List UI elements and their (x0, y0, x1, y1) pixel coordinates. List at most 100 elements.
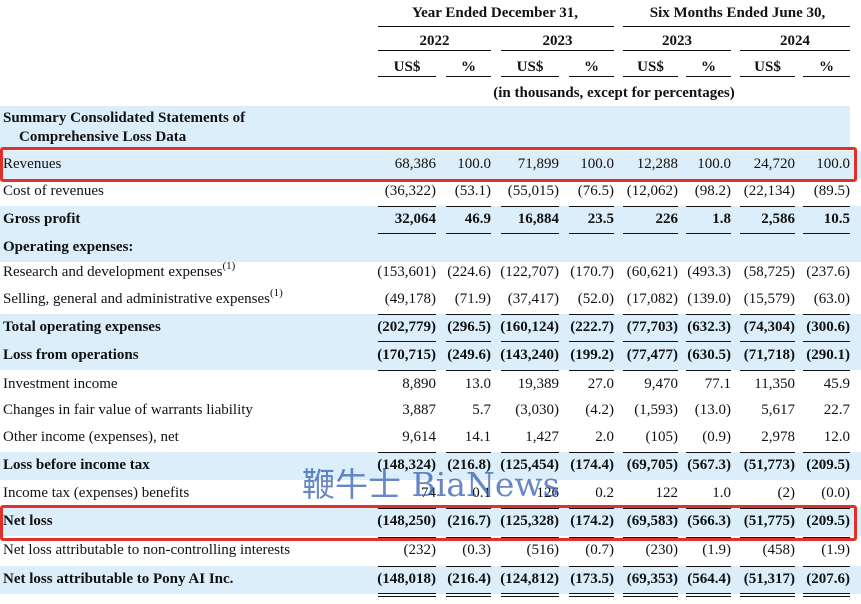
value-cell: (1.9) (702, 542, 731, 558)
value-cell: (55,015) (507, 183, 559, 199)
sum-underline (803, 233, 850, 234)
value-cell: (174.4) (570, 457, 614, 473)
sum-underline (378, 370, 436, 371)
value-cell: (199.2) (570, 347, 614, 363)
value-cell: 122 (655, 485, 679, 501)
double-underline (803, 593, 850, 597)
sum-underline (740, 233, 795, 234)
row-label-text: Selling, general and administrative expe… (3, 291, 271, 307)
value-cell: (202,779) (377, 319, 436, 335)
sum-underline (501, 314, 559, 315)
sum-underline (378, 341, 436, 342)
sum-underline (378, 314, 436, 315)
row-warrants-fair-value: Changes in fair value of warrants liabil… (0, 397, 861, 425)
sum-underline (740, 452, 795, 453)
sum-underline (740, 314, 795, 315)
value-cell: (173.5) (570, 571, 614, 587)
value-cell: (122,707) (500, 264, 559, 280)
sum-underline (623, 452, 678, 453)
value-cell: (71.9) (454, 291, 491, 307)
row-label: Income tax (expenses) benefits (3, 485, 189, 502)
highlight-box-revenues (0, 147, 857, 182)
value-cell: (564.4) (687, 571, 731, 587)
value-cell: (77,477) (626, 347, 678, 363)
value-cell: (51,317) (743, 571, 795, 587)
sum-underline (501, 206, 559, 207)
value-cell: 5.7 (472, 402, 491, 418)
value-cell: (153,601) (377, 264, 436, 280)
value-cell: (4.2) (585, 402, 614, 418)
unit-header: % (569, 59, 614, 77)
value-cell: 71,899 (517, 156, 559, 172)
unit-header: % (686, 59, 731, 77)
value-cell: (71,718) (743, 347, 795, 363)
sum-underline (501, 508, 559, 509)
row-label-text: Revenues (3, 156, 62, 172)
sum-underline (686, 314, 731, 315)
row-label: Cost of revenues (3, 183, 104, 200)
row-net-loss: Net loss (148,250) (216.7) (125,328) (174.2)… (0, 508, 861, 536)
sum-underline (623, 537, 678, 538)
value-cell: (209.5) (806, 457, 850, 473)
value-cell: 11,350 (754, 376, 795, 392)
row-label-text: Other income (expenses), net (3, 429, 179, 445)
sum-underline (686, 370, 731, 371)
sum-underline (623, 341, 678, 342)
value-cell: 2,978 (761, 429, 795, 445)
value-cell: 5,617 (761, 402, 795, 418)
highlight-box-net-loss (0, 505, 857, 541)
sum-underline (686, 508, 731, 509)
value-cell: (60,621) (626, 264, 678, 280)
sum-underline (623, 233, 678, 234)
sum-underline (803, 452, 850, 453)
value-cell: (12,062) (626, 183, 678, 199)
value-cell: 32,064 (394, 211, 436, 227)
value-cell: (77,703) (626, 319, 678, 335)
value-cell: (237.6) (806, 264, 850, 280)
sum-underline (803, 566, 850, 567)
sum-underline (569, 566, 614, 567)
row-investment-income: Investment income 8,890 13.0 19,389 27.0 9,47… (0, 371, 861, 399)
unit-header: US$ (378, 59, 436, 77)
value-cell: (567.3) (687, 457, 731, 473)
value-cell: (58,725) (743, 264, 795, 280)
value-cell: (160,124) (500, 319, 559, 335)
row-label: Research and development expenses(1) (3, 260, 235, 281)
value-cell: (0.7) (585, 542, 614, 558)
sum-underline (378, 206, 436, 207)
sum-underline (378, 233, 436, 234)
value-cell: (1.9) (821, 542, 850, 558)
value-cell: (232) (403, 542, 437, 558)
sum-underline (446, 452, 491, 453)
sum-underline (686, 233, 731, 234)
sum-underline (686, 452, 731, 453)
value-cell: 74 (421, 485, 436, 501)
double-underline (446, 593, 491, 597)
section-title-line1: Summary Consolidated Statements of (3, 110, 246, 126)
footnote-marker: (1) (270, 287, 283, 299)
sum-underline (623, 566, 678, 567)
unit-header: % (446, 59, 491, 77)
row-cost-of-revenues: Cost of revenues (36,322) (53.1) (55,015) (7… (0, 178, 861, 206)
row-label: Operating expenses: (3, 239, 133, 256)
row-label-text: Investment income (3, 376, 118, 392)
sum-underline (446, 233, 491, 234)
value-cell: (209.5) (806, 513, 850, 529)
row-research-development: Research and development expenses(1) (153… (0, 259, 861, 287)
double-underline (569, 593, 614, 597)
footnote-marker: (1) (222, 260, 236, 272)
value-cell: (89.5) (813, 183, 850, 199)
value-cell: (148,250) (377, 513, 436, 529)
value-cell: (290.1) (806, 347, 850, 363)
value-cell: (516) (526, 542, 560, 558)
value-cell: (53.1) (454, 183, 491, 199)
row-label-text: Cost of revenues (3, 183, 104, 199)
value-cell: (37,417) (507, 291, 559, 307)
sum-underline (569, 206, 614, 207)
unit-header: US$ (501, 59, 559, 77)
value-cell: (139.0) (687, 291, 731, 307)
value-cell: (230) (645, 542, 679, 558)
sum-underline (569, 370, 614, 371)
row-label-text: Operating expenses: (3, 239, 134, 255)
